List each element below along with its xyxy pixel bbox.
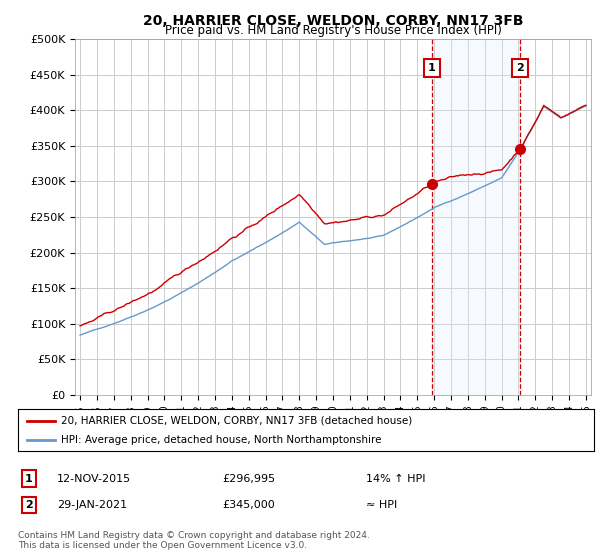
Text: 12-NOV-2015: 12-NOV-2015	[57, 474, 131, 484]
Bar	[432, 39, 520, 395]
Text: 2: 2	[516, 63, 524, 73]
Text: £345,000: £345,000	[222, 500, 275, 510]
Text: 1: 1	[428, 63, 436, 73]
Text: 1: 1	[25, 474, 32, 484]
Text: 20, HARRIER CLOSE, WELDON, CORBY, NN17 3FB: 20, HARRIER CLOSE, WELDON, CORBY, NN17 3…	[143, 14, 523, 28]
Text: 29-JAN-2021: 29-JAN-2021	[57, 500, 127, 510]
Text: £296,995: £296,995	[222, 474, 275, 484]
Text: Contains HM Land Registry data © Crown copyright and database right 2024.
This d: Contains HM Land Registry data © Crown c…	[18, 531, 370, 550]
Text: HPI: Average price, detached house, North Northamptonshire: HPI: Average price, detached house, Nort…	[61, 435, 382, 445]
Text: ≈ HPI: ≈ HPI	[366, 500, 397, 510]
Text: Price paid vs. HM Land Registry's House Price Index (HPI): Price paid vs. HM Land Registry's House …	[164, 24, 502, 37]
Text: 14% ↑ HPI: 14% ↑ HPI	[366, 474, 425, 484]
Text: 2: 2	[25, 500, 32, 510]
Text: 20, HARRIER CLOSE, WELDON, CORBY, NN17 3FB (detached house): 20, HARRIER CLOSE, WELDON, CORBY, NN17 3…	[61, 416, 412, 426]
